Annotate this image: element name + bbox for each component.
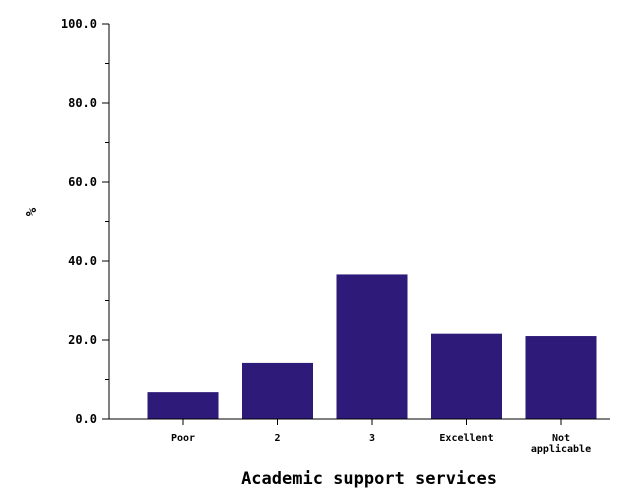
y-tick-label: 40.0 [68, 254, 97, 268]
bar [336, 274, 408, 419]
y-tick-label: 100.0 [61, 17, 97, 31]
x-axis: Poor 2 3 Excellent Not applicable [109, 418, 610, 455]
x-tick-label: Poor [171, 433, 195, 444]
x-tick-label-line: Poor [171, 433, 195, 444]
x-tick-label-line: 2 [274, 433, 280, 444]
x-tick-label: 3 [369, 433, 375, 444]
bar [525, 336, 597, 419]
y-tick-label: 20.0 [68, 333, 97, 347]
bar [147, 392, 219, 419]
x-tick-label-line: Not [552, 433, 570, 444]
x-tick-label: Excellent [439, 433, 493, 444]
y-axis-title: % [24, 207, 40, 216]
x-tick-label-line: 3 [369, 433, 375, 444]
bar [242, 362, 313, 419]
x-tick-label-line: applicable [531, 443, 591, 455]
y-tick-label: 80.0 [68, 96, 97, 110]
bars [147, 274, 597, 419]
y-tick-label: 60.0 [68, 175, 97, 189]
bar [431, 333, 502, 419]
x-axis-title: Academic support services [241, 469, 497, 489]
x-tick-label: 2 [274, 433, 280, 444]
y-axis: 0.0 20.0 40.0 60.0 80.0 100.0 [61, 17, 110, 426]
x-tick-label-line: Excellent [439, 433, 493, 444]
y-tick-label: 0.0 [75, 412, 97, 426]
x-tick-label: Not applicable [531, 433, 591, 455]
